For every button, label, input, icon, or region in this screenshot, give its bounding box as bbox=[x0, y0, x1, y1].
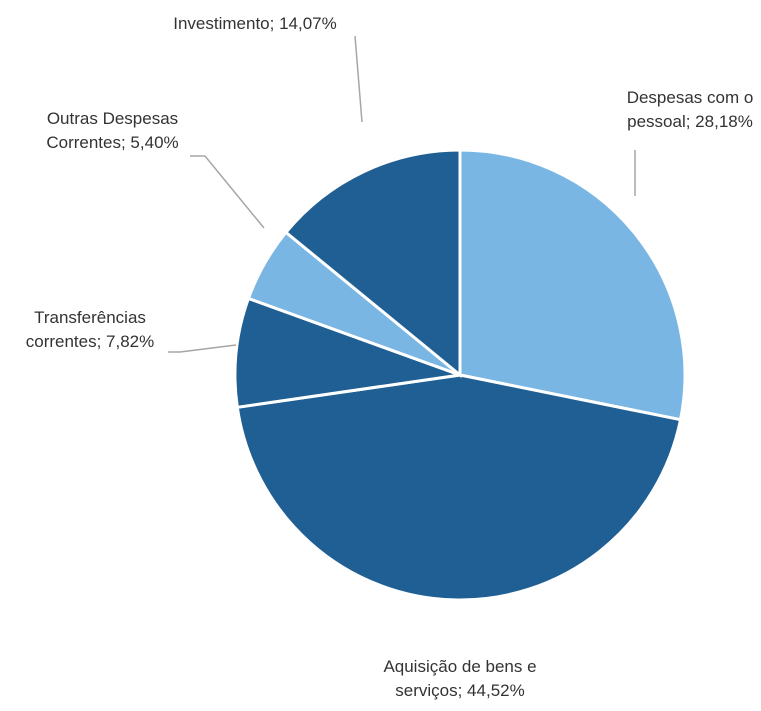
slices bbox=[233, 148, 687, 602]
data-label: Investimento; 14,07% bbox=[173, 14, 337, 33]
leader-line bbox=[168, 344, 237, 353]
pie-slice bbox=[233, 296, 461, 410]
pie-slice bbox=[283, 148, 462, 379]
leader-lines bbox=[168, 35, 636, 353]
data-label: Despesas com o pessoal; 28,18% bbox=[626, 88, 754, 131]
pie-slice bbox=[235, 373, 683, 602]
data-label: Transferências correntes; 7,82% bbox=[25, 308, 155, 351]
pie-slice bbox=[458, 148, 687, 422]
data-label: Aquisição de bens e serviços; 44,52% bbox=[383, 657, 537, 700]
data-label: Outras Despesas Correntes; 5,40% bbox=[46, 109, 179, 152]
leader-line bbox=[190, 155, 265, 229]
leader-line bbox=[354, 35, 363, 123]
